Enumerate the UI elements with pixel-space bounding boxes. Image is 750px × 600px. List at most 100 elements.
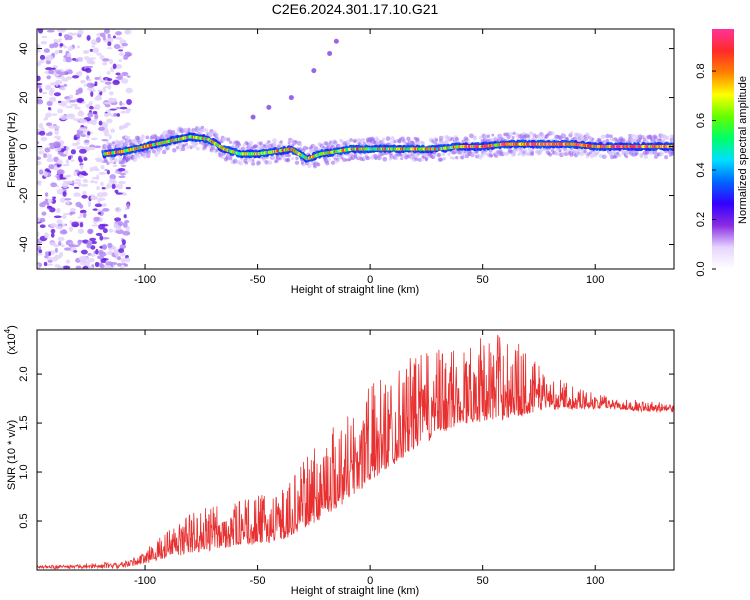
noise-dot bbox=[68, 243, 74, 248]
halo-dot bbox=[361, 137, 366, 142]
halo-dot bbox=[325, 161, 330, 166]
noise-dot bbox=[60, 100, 68, 107]
noise-dot bbox=[106, 36, 114, 43]
halo-dot bbox=[353, 153, 358, 157]
noise-dot bbox=[53, 141, 61, 148]
noise-dot bbox=[37, 61, 42, 67]
halo-dot bbox=[414, 157, 419, 161]
noise-dot bbox=[96, 52, 102, 56]
noise-dot bbox=[65, 158, 70, 165]
noise-dot bbox=[65, 56, 72, 63]
halo-dot bbox=[279, 140, 283, 144]
noise-dot bbox=[90, 240, 98, 245]
noise-dot bbox=[87, 131, 91, 136]
noise-dot bbox=[48, 142, 57, 146]
noise-dot bbox=[124, 122, 131, 127]
halo-dot bbox=[445, 138, 449, 142]
spectrogram-y-tick-label: -20 bbox=[18, 188, 30, 204]
noise-dot bbox=[117, 256, 121, 261]
noise-dot bbox=[106, 118, 113, 124]
noise-dot bbox=[53, 92, 61, 97]
noise-dot bbox=[98, 75, 102, 81]
noise-dot bbox=[73, 182, 80, 185]
spectrogram-y-label: Frequency (Hz) bbox=[6, 112, 18, 188]
noise-dot bbox=[64, 198, 72, 201]
noise-dot bbox=[98, 120, 103, 126]
halo-dot bbox=[652, 149, 658, 155]
noise-dot bbox=[105, 265, 112, 269]
halo-dot bbox=[242, 143, 246, 147]
noise-dot bbox=[91, 45, 96, 48]
noise-dot bbox=[118, 248, 125, 253]
halo-dot bbox=[134, 142, 138, 146]
noise-dot bbox=[100, 181, 104, 187]
noise-dot bbox=[78, 155, 82, 162]
noise-dot bbox=[104, 104, 111, 108]
noise-dot bbox=[83, 157, 88, 161]
noise-dot bbox=[118, 49, 124, 52]
noise-dot bbox=[39, 54, 46, 60]
noise-dot bbox=[38, 249, 43, 254]
halo-dot bbox=[558, 149, 562, 153]
noise-dot bbox=[107, 242, 113, 249]
noise-dot bbox=[93, 216, 100, 222]
noise-dot bbox=[37, 44, 41, 50]
noise-dot bbox=[120, 164, 127, 167]
noise-dot bbox=[73, 171, 78, 177]
halo-dot bbox=[349, 138, 353, 142]
halo-dot bbox=[218, 152, 223, 158]
noise-dot bbox=[44, 84, 52, 91]
halo-dot bbox=[629, 134, 633, 138]
halo-dot bbox=[278, 157, 282, 161]
noise-dot bbox=[58, 49, 63, 54]
noise-dot bbox=[70, 103, 78, 107]
halo-dot bbox=[171, 130, 176, 135]
noise-dot bbox=[91, 224, 99, 227]
halo-dot bbox=[612, 150, 616, 154]
halo-dot bbox=[312, 144, 316, 148]
noise-dot bbox=[120, 46, 124, 49]
noise-dot bbox=[63, 180, 68, 184]
halo-dot bbox=[222, 136, 227, 141]
spectrogram-x-ticks: -100 -50 0 50 100 bbox=[134, 29, 604, 286]
noise-dot bbox=[124, 30, 129, 35]
snr-y-tick-label: 1.5 bbox=[18, 415, 30, 430]
halo-dot bbox=[447, 152, 451, 157]
snr-y-multiplier-base: (x10 bbox=[6, 333, 18, 354]
noise-dot bbox=[82, 265, 89, 269]
noise-dot bbox=[80, 170, 87, 176]
noise-dot bbox=[41, 35, 48, 39]
noise-dot bbox=[95, 248, 99, 255]
noise-dot bbox=[66, 174, 72, 178]
noise-dot bbox=[83, 83, 88, 87]
noise-dot bbox=[54, 254, 62, 260]
noise-dot bbox=[98, 223, 105, 230]
noise-dot bbox=[73, 250, 78, 253]
noise-dot bbox=[91, 39, 97, 46]
noise-dot bbox=[87, 111, 94, 118]
noise-dot bbox=[112, 164, 118, 168]
halo-dot bbox=[271, 155, 276, 160]
halo-dot bbox=[512, 131, 516, 135]
noise-dot bbox=[106, 47, 113, 50]
halo-dot bbox=[267, 160, 273, 165]
halo-dot bbox=[152, 149, 157, 154]
noise-dot bbox=[37, 231, 40, 237]
noise-dot bbox=[121, 71, 129, 77]
noise-dot bbox=[78, 110, 83, 114]
spectrogram-frame bbox=[36, 28, 675, 270]
spur-point bbox=[266, 104, 272, 110]
noise-dot bbox=[67, 155, 72, 160]
halo-dot bbox=[440, 135, 445, 140]
halo-dot bbox=[337, 158, 341, 162]
halo-dot bbox=[198, 141, 202, 145]
halo-dot bbox=[560, 151, 565, 156]
halo-dot bbox=[342, 157, 347, 162]
noise-dot bbox=[85, 67, 92, 73]
colorbar-tick-label: 0.4 bbox=[695, 162, 707, 177]
noise-dot bbox=[101, 122, 109, 129]
noise-dot bbox=[92, 110, 98, 115]
halo-dot bbox=[146, 154, 151, 159]
noise-dot bbox=[102, 244, 107, 251]
halo-dot bbox=[373, 154, 379, 159]
